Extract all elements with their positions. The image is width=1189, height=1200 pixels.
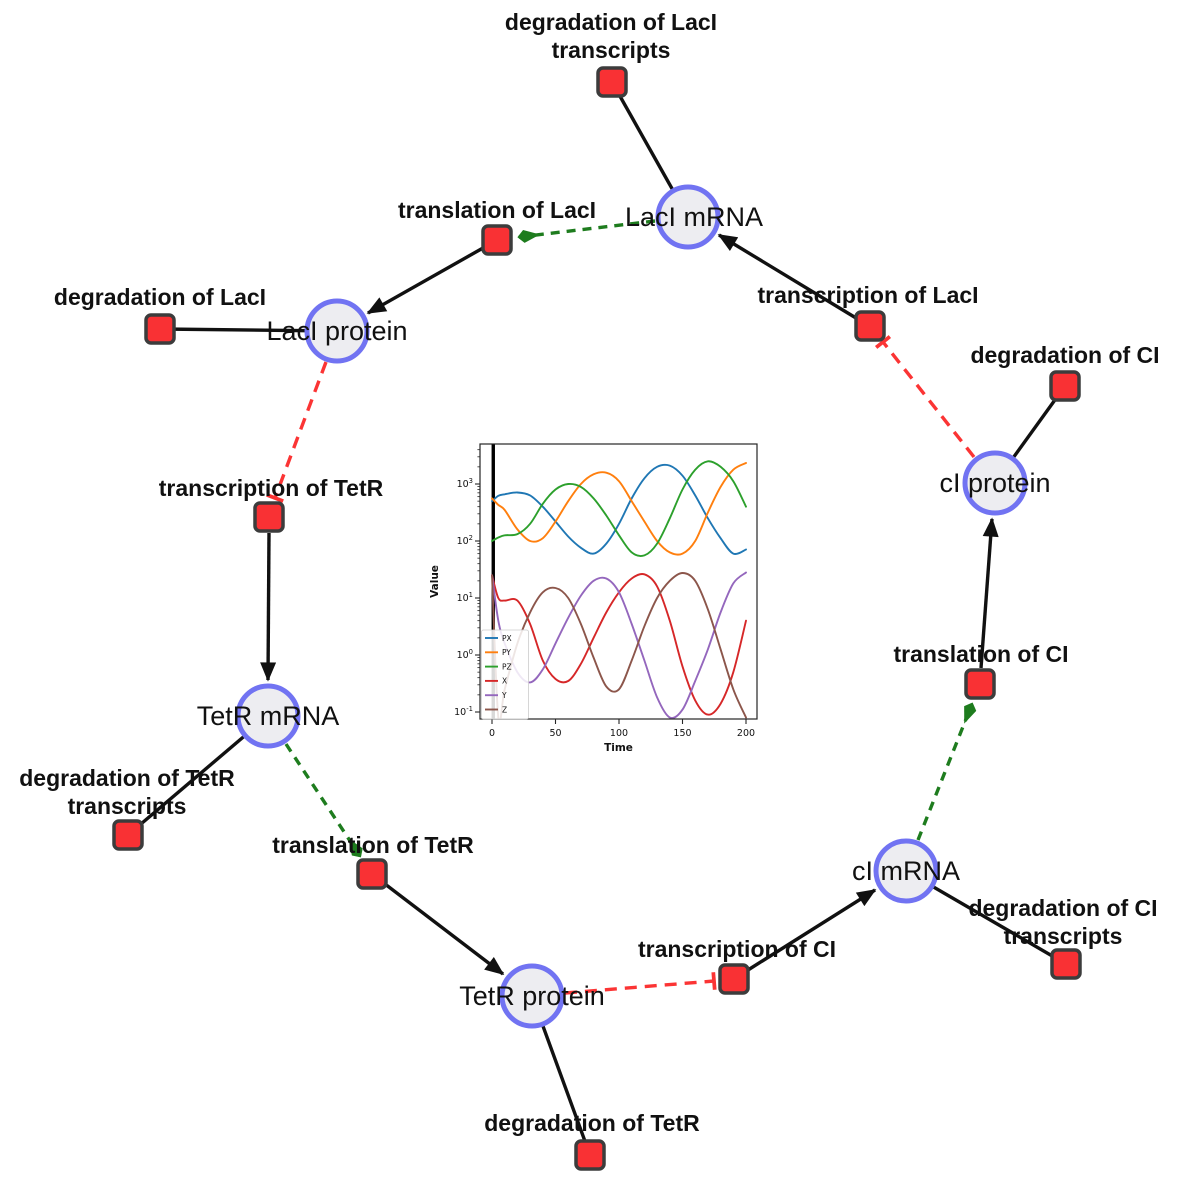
label-degradation-of-tetr-transcripts-1: degradation of TetR	[19, 765, 235, 791]
reaction-nodes	[112, 66, 1082, 1171]
legend-label-PY: PY	[502, 648, 511, 657]
label-degradation-of-laci-transcripts-2: transcripts	[552, 37, 671, 63]
reaction-node-degradation-of-ci-transcripts[interactable]	[1050, 948, 1082, 980]
reaction-node-translation-of-laci[interactable]	[481, 224, 513, 256]
legend-label-PZ: PZ	[502, 662, 512, 671]
legend-label-PX: PX	[502, 634, 512, 643]
chart-legend: PX PY PZ XYZ	[481, 629, 529, 720]
label-degradation-of-ci-transcripts-1: degradation of CI	[968, 895, 1157, 921]
label-degradation-of-ci-transcripts-2: transcripts	[1004, 923, 1123, 949]
edge-translationlaci-laciprotein	[366, 246, 484, 315]
reaction-node-degradation-of-laci[interactable]	[144, 313, 176, 345]
chart-series-PX	[491, 463, 747, 555]
label-transcription-of-ci: transcription of CI	[638, 936, 836, 962]
species-node-ci-protein[interactable]	[962, 450, 1028, 516]
edges-activation	[284, 219, 977, 858]
x-tick-label: 150	[673, 728, 691, 739]
label-degradation-of-tetr: degradation of TetR	[484, 1110, 700, 1136]
edges-production	[260, 233, 999, 976]
species-nodes	[235, 184, 1028, 1029]
reaction-node-translation-of-ci[interactable]	[964, 668, 996, 700]
label-ci-mrna: cI mRNA	[852, 856, 960, 886]
species-node-laci-protein[interactable]	[304, 298, 370, 364]
chart-series-PY	[491, 462, 747, 556]
edges-inhibition	[266, 335, 976, 995]
edge-transcriptionci-cimrna	[747, 888, 877, 972]
legend-label-Z: Z	[502, 705, 507, 714]
edge-transcriptiontetr-tetrmrna	[260, 532, 277, 682]
edge-translationci-ciprotein	[979, 517, 999, 669]
edge-laciprotein-transcriptiontetr	[266, 361, 328, 503]
x-tick-label: 100	[610, 728, 628, 739]
y-tick-label: 102	[457, 534, 473, 547]
y-tick-label: 10-1	[454, 705, 473, 718]
label-transcription-of-laci: transcription of LacI	[757, 282, 978, 308]
reaction-labels: degradation of LacI transcripts translat…	[19, 9, 1159, 1136]
edge-ciprotein-transcriptionlaci	[874, 335, 976, 459]
timeseries-plot: 10-1 100 101 102 103 0 50 100 150 200 Time Value PX P…	[424, 438, 772, 758]
y-tick-label: 100	[457, 648, 473, 661]
x-tick-label: 200	[737, 728, 755, 739]
reaction-node-transcription-of-laci[interactable]	[854, 310, 886, 342]
species-labels: LacI mRNA LacI protein TetR mRNA TetR pr…	[197, 202, 1051, 1011]
edge-lacimrna-translationlaci	[517, 219, 656, 243]
label-degradation-of-tetr-transcripts-2: transcripts	[68, 793, 187, 819]
y-axis-label: Value	[429, 565, 441, 598]
reaction-node-degradation-of-tetr[interactable]	[574, 1139, 606, 1171]
edge-translationtetr-tetrprotein	[383, 882, 505, 976]
species-node-tetr-protein[interactable]	[499, 963, 565, 1029]
reaction-node-degradation-of-laci-transcripts[interactable]	[596, 66, 628, 98]
edge-tetrmrna-translationtetr	[284, 743, 363, 858]
edge-tetrprotein-transcriptionci	[564, 972, 717, 995]
label-translation-of-tetr: translation of TetR	[272, 832, 474, 858]
label-degradation-of-laci-transcripts-1: degradation of LacI	[505, 9, 717, 35]
species-node-ci-mrna[interactable]	[873, 838, 939, 904]
reaction-node-transcription-of-ci[interactable]	[718, 963, 750, 995]
legend-label-Y: Y	[501, 691, 507, 700]
label-ci-protein: cI protein	[939, 468, 1050, 498]
label-tetr-mrna: TetR mRNA	[197, 701, 340, 731]
reaction-node-translation-of-tetr[interactable]	[356, 858, 388, 890]
label-laci-protein: LacI protein	[266, 316, 407, 346]
label-laci-mrna: LacI mRNA	[625, 202, 763, 232]
x-axis-label: Time	[604, 742, 633, 754]
reaction-node-transcription-of-tetr[interactable]	[253, 501, 285, 533]
reaction-node-degradation-of-tetr-transcripts[interactable]	[112, 819, 144, 851]
x-tick-label: 0	[489, 728, 495, 739]
chart-series-PZ	[491, 460, 747, 557]
label-tetr-protein: TetR protein	[459, 981, 605, 1011]
y-tick-label: 101	[457, 591, 473, 604]
x-tick-label: 50	[549, 728, 561, 739]
species-node-tetr-mrna[interactable]	[235, 683, 301, 749]
label-translation-of-laci: translation of LacI	[398, 197, 596, 223]
label-degradation-of-ci: degradation of CI	[970, 342, 1159, 368]
edge-cimrna-translationci	[916, 702, 977, 841]
label-degradation-of-laci: degradation of LacI	[54, 284, 266, 310]
label-translation-of-ci: translation of CI	[893, 641, 1068, 667]
label-transcription-of-tetr: transcription of TetR	[159, 475, 384, 501]
species-node-laci-mrna[interactable]	[655, 184, 721, 250]
chart-series-X	[491, 573, 747, 716]
reaction-node-degradation-of-ci[interactable]	[1049, 370, 1081, 402]
edge-transcriptionlaci-lacimrna	[717, 233, 857, 320]
legend-label-X: X	[502, 677, 507, 686]
y-tick-label: 103	[457, 477, 473, 490]
